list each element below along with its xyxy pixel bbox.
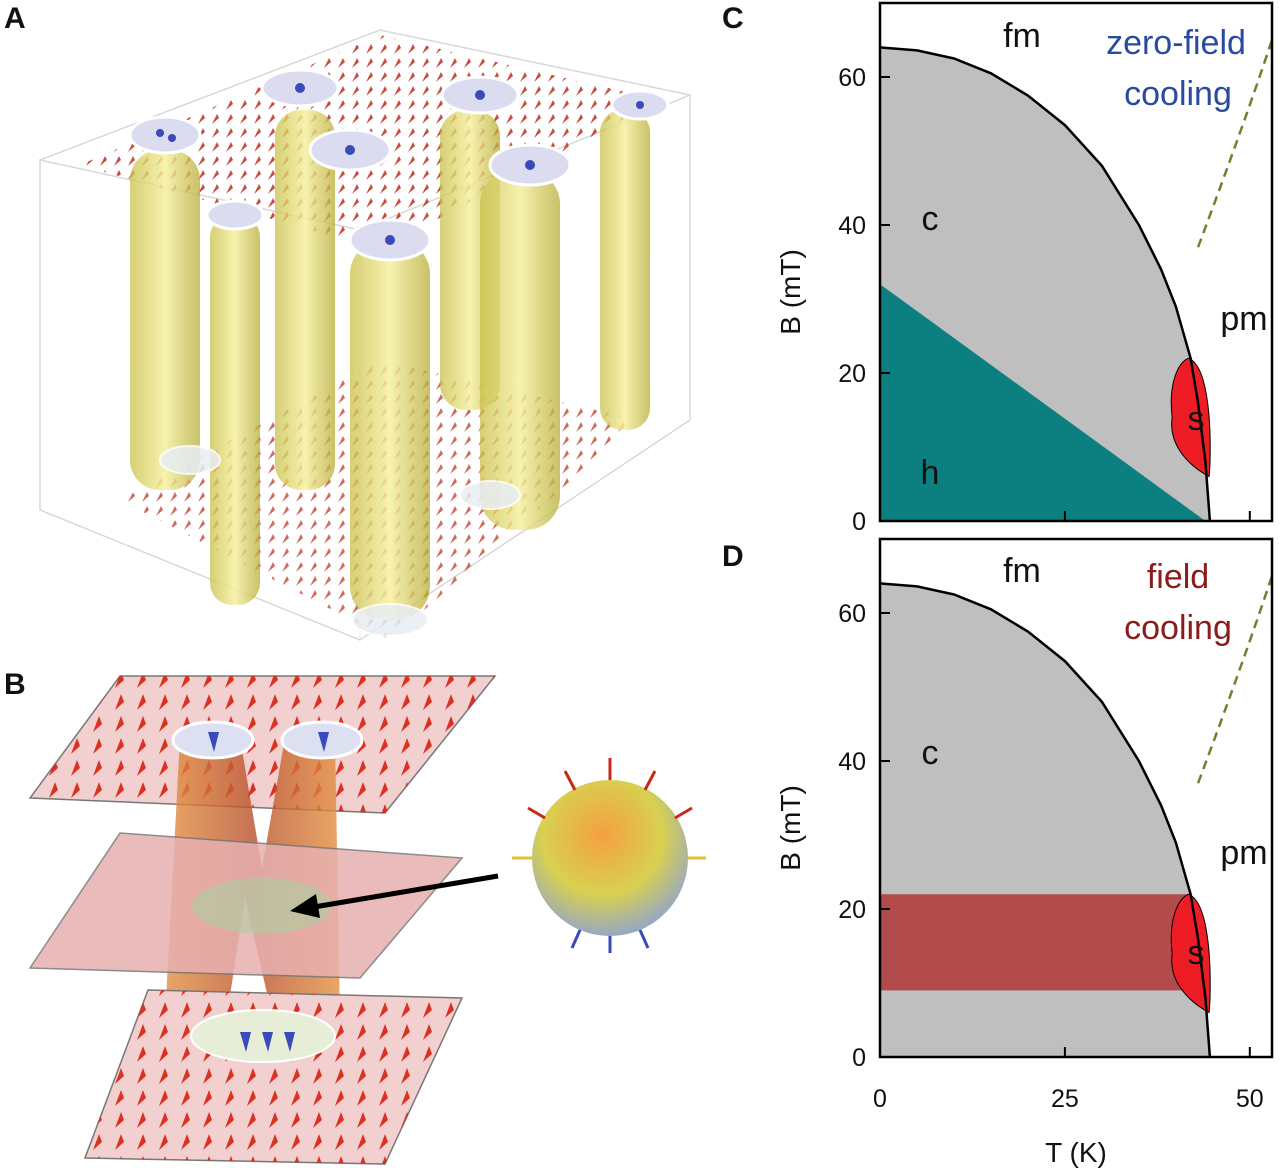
region-label-h: h: [921, 454, 940, 492]
region-label-pm: pm: [1220, 834, 1267, 872]
x-axis-label: T (K): [1045, 1137, 1107, 1168]
region-label-c: c: [922, 200, 939, 238]
region-label-fm: fm: [1003, 552, 1041, 590]
region-label-s: s: [1188, 400, 1205, 438]
annotation-line: zero-field: [1106, 24, 1246, 62]
panel-letter-c: C: [722, 2, 744, 35]
helical-region: [880, 284, 1206, 521]
y-axis-label: B (mT): [775, 785, 806, 871]
region-label-pm: pm: [1220, 300, 1267, 338]
skyrmion-pocket: [1170, 357, 1211, 478]
plot-frame: [878, 537, 1274, 1059]
y-axis-label: B (mT): [775, 249, 806, 335]
skyrmion-merging-hedgehog-icon: [28, 675, 706, 1165]
phase-boundary-line: [879, 46, 1212, 522]
y-tick-label: 40: [838, 212, 866, 240]
plot-frame: [878, 1, 1274, 523]
x-tick-label: 25: [1051, 1085, 1079, 1113]
panel-letter-a: A: [4, 2, 26, 35]
skyrmion-lattice-3d-icon: [37, 29, 693, 641]
annotation-line: cooling: [1124, 75, 1232, 113]
region-label-s: s: [1188, 934, 1205, 972]
y-tick-label: 20: [838, 896, 866, 924]
region-label-c: c: [922, 734, 939, 772]
y-tick-label: 0: [852, 508, 866, 536]
y-tick-label: 0: [852, 1044, 866, 1072]
panel-letter-d: D: [722, 540, 744, 573]
panel-letter-b: B: [4, 668, 26, 701]
y-tick-label: 60: [838, 600, 866, 628]
skyrmion-pocket: [1170, 893, 1211, 1014]
field-cooled-band: [880, 894, 1199, 991]
dashed-boundary-line: [1196, 39, 1274, 248]
y-tick-label: 20: [838, 360, 866, 388]
dashed-boundary-line: [1196, 575, 1274, 784]
x-tick-label: 50: [1236, 1085, 1264, 1113]
phase-boundary-line: [879, 582, 1212, 1058]
y-tick-label: 40: [838, 748, 866, 776]
y-tick-label: 60: [838, 64, 866, 92]
annotation-line: cooling: [1124, 609, 1232, 647]
x-tick-label: 0: [873, 1085, 887, 1113]
region-label-fm: fm: [1003, 17, 1041, 55]
annotation-line: field: [1147, 558, 1209, 596]
